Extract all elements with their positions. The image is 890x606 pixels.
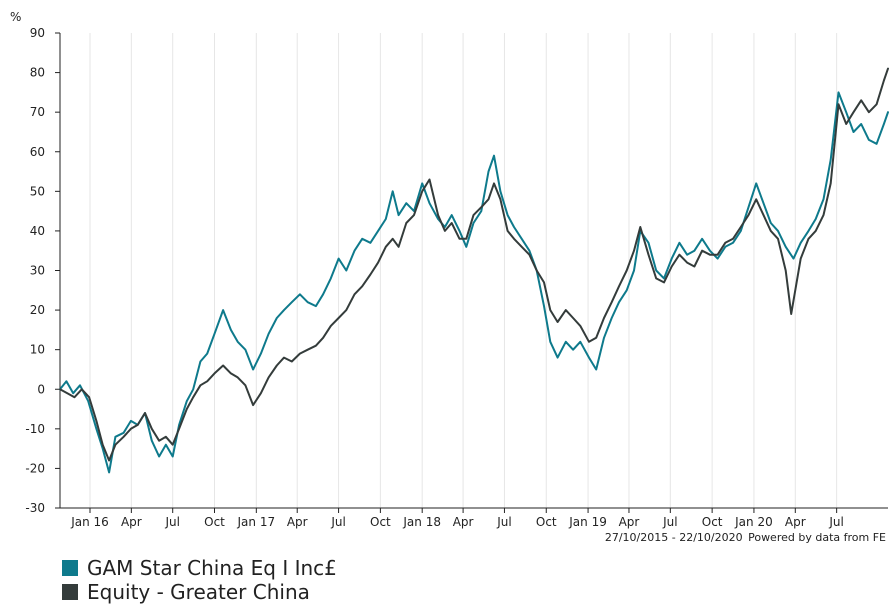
x-tick-label: Apr [785, 515, 806, 529]
y-tick-label: 90 [30, 26, 45, 40]
y-tick-label: 20 [30, 303, 45, 317]
x-tick-label: Jan 20 [734, 515, 773, 529]
x-tick-label: Jan 19 [568, 515, 607, 529]
legend-item-fund[interactable]: GAM Star China Eq I Inc£ [62, 556, 337, 580]
x-tick-label: Apr [453, 515, 474, 529]
legend-label-sector: Equity - Greater China [87, 580, 310, 604]
legend-swatch-fund [62, 560, 78, 576]
legend-item-sector[interactable]: Equity - Greater China [62, 580, 337, 604]
y-tick-label: -10 [25, 422, 45, 436]
y-tick-label: 40 [30, 224, 45, 238]
series-lines [59, 67, 889, 474]
x-tick-label: Oct [536, 515, 557, 529]
y-tick-label: 60 [30, 145, 45, 159]
legend-label-fund: GAM Star China Eq I Inc£ [87, 556, 337, 580]
y-tick-label: -30 [25, 501, 45, 515]
x-tick-label: Jul [828, 515, 843, 529]
x-tick-label: Jan 16 [70, 515, 109, 529]
y-tick-label: 10 [30, 343, 45, 357]
y-tick-label: 30 [30, 264, 45, 278]
date-range-text: 27/10/2015 - 22/10/2020 [604, 531, 743, 544]
grid-lines [89, 33, 838, 508]
y-tick-label: 70 [30, 105, 45, 119]
y-tick-label: 50 [30, 184, 45, 198]
x-tick-label: Jul [330, 515, 345, 529]
x-tick-label: Apr [287, 515, 308, 529]
performance-chart: % Jan 16 Apr Jul Oct Jan 17 Apr Jul Oct Jan 18 Ap… [10, 10, 889, 529]
x-tick-label: Apr [619, 515, 640, 529]
data-source-text: Powered by data from FE [748, 531, 886, 544]
x-tick-label: Jul [496, 515, 511, 529]
y-tick-label: -20 [25, 461, 45, 475]
legend-swatch-sector [62, 584, 78, 600]
x-tick-label: Jan 17 [237, 515, 276, 529]
x-tick-label: Oct [204, 515, 225, 529]
axes: Jan 16 Apr Jul Oct Jan 17 Apr Jul Oct Jan 18 Apr J… [25, 26, 888, 529]
chart-credit: 27/10/2015 - 22/10/2020 Powered by data … [605, 531, 888, 544]
x-tick-label: Jul [164, 515, 179, 529]
x-tick-label: Jul [662, 515, 677, 529]
x-tick-label: Jan 18 [402, 515, 441, 529]
x-tick-label: Oct [370, 515, 391, 529]
y-tick-label: 80 [30, 66, 45, 80]
chart-legend: GAM Star China Eq I Inc£ Equity - Greate… [62, 556, 337, 604]
series-line-sector [59, 67, 889, 462]
series-line-fund [59, 91, 889, 474]
x-tick-label: Oct [702, 515, 723, 529]
x-tick-label: Apr [121, 515, 142, 529]
y-tick-label: 0 [37, 382, 45, 396]
y-unit-label: % [10, 10, 21, 24]
